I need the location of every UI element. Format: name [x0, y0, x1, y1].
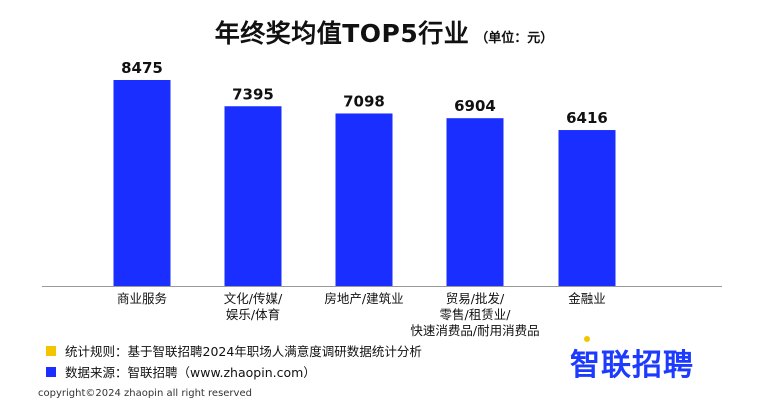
chart-title: 年终奖均值TOP5行业: [214, 19, 470, 48]
statistics-rule-note: 统计规则：基于智联招聘2024年职场人满意度调研数据统计分析: [46, 341, 422, 360]
zhaopin-logo: 智联招聘: [570, 348, 694, 383]
category-label-4-line-1: 贸易/批发/: [446, 291, 505, 306]
category-label-3-line-1: 房地产/建筑业: [324, 291, 403, 306]
data-label-1: 8475: [121, 59, 163, 77]
data-label-2: 7395: [232, 85, 274, 103]
data-label-4: 6904: [454, 97, 496, 115]
data-label-5: 6416: [566, 109, 608, 127]
bar-chart: 8475 商业服务 7395 文化/传媒/娱乐/体育 7098 房地产/建筑业 6904 贸易…: [42, 59, 722, 338]
statistics-rule-text: 统计规则：基于智联招聘2024年职场人满意度调研数据统计分析: [65, 344, 422, 359]
data-label-3: 7098: [343, 92, 385, 110]
bar-2: [224, 106, 282, 286]
chart-unit-label: （单位：元）: [475, 31, 554, 46]
category-label-4-line-3: 快速消费品/耐用消费品: [410, 323, 539, 338]
data-source-text: 数据来源：智联招聘（www.zhaopin.com）: [65, 365, 316, 380]
category-label-2-line-1: 文化/传媒/: [224, 291, 283, 306]
bar-4: [446, 118, 504, 286]
data-source-note: 数据来源：智联招聘（www.zhaopin.com）: [46, 362, 316, 381]
blue-square-icon: [46, 366, 56, 377]
copyright-text: copyright©2024 zhaopin all right reserve…: [38, 388, 252, 399]
chart-title-block: 年终奖均值TOP5行业 （单位：元）: [0, 14, 768, 50]
category-label-1-line-1: 商业服务: [117, 291, 167, 306]
bar-3: [335, 113, 393, 286]
category-label-2-line-2: 娱乐/体育: [226, 307, 280, 322]
bar-1: [113, 80, 171, 286]
category-label-5-line-1: 金融业: [568, 291, 606, 306]
yellow-square-icon: [46, 345, 56, 356]
logo-accent-dot: [584, 336, 590, 342]
bar-5: [558, 130, 616, 286]
category-label-4-line-2: 零售/租赁业/: [440, 307, 512, 322]
